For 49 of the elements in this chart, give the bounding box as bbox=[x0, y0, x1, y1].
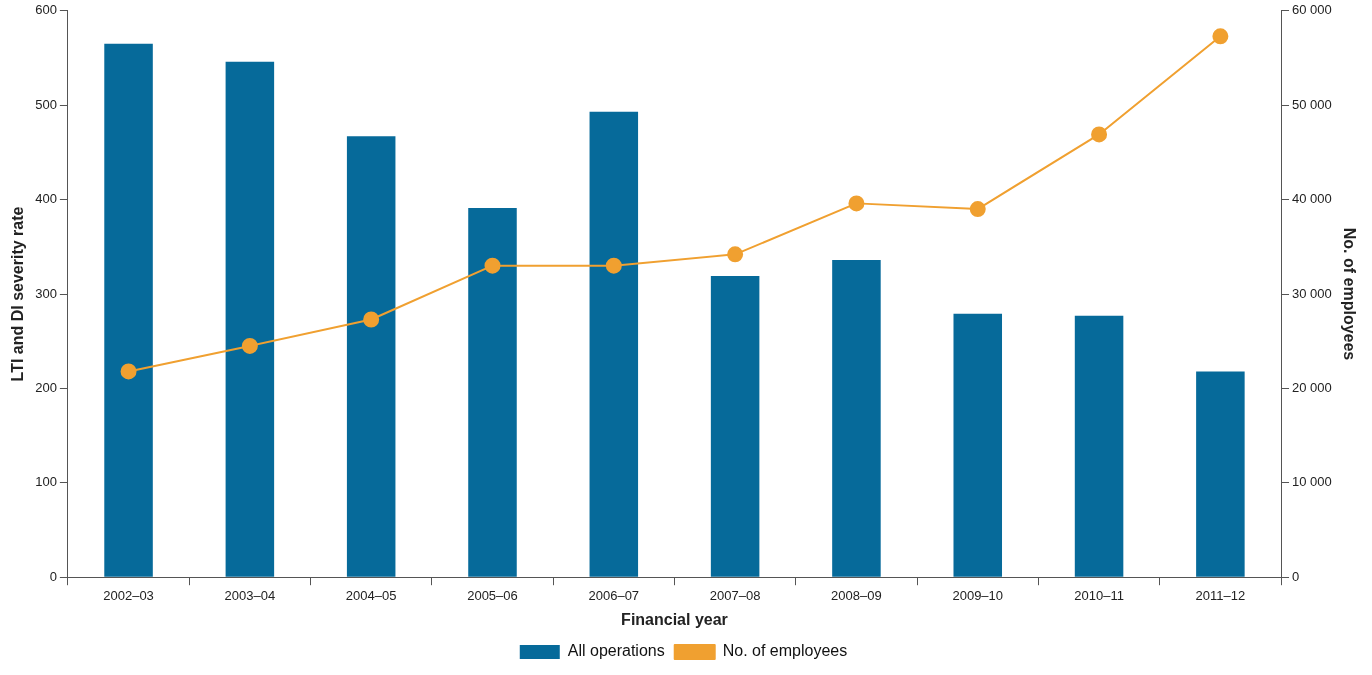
x-tick-label: 2004–05 bbox=[345, 587, 397, 603]
point bbox=[848, 195, 865, 212]
bar bbox=[1196, 371, 1245, 577]
bar bbox=[225, 61, 275, 577]
y-tick-label: 300 bbox=[35, 285, 57, 301]
x-tick-label: 2008–09 bbox=[831, 587, 882, 603]
x-tick-label: 2006–07 bbox=[588, 587, 640, 603]
y-tick-label: 100 bbox=[35, 474, 57, 490]
legend-label: No. of employees bbox=[722, 642, 848, 660]
point bbox=[363, 311, 380, 328]
bar bbox=[832, 260, 881, 577]
y-tick-label: 600 bbox=[35, 2, 57, 18]
y2-tick-label: 30 000 bbox=[1292, 285, 1332, 301]
y-tick-label: 400 bbox=[35, 191, 57, 207]
x-tick-label: 2007–08 bbox=[709, 587, 761, 603]
x-tick-label: 2005–06 bbox=[467, 587, 518, 603]
point bbox=[484, 257, 501, 274]
y-tick-label: 500 bbox=[35, 96, 57, 112]
y-axis-title: LTI and DI severity rate bbox=[9, 206, 27, 382]
y-tick-label: 0 bbox=[49, 568, 57, 584]
y2-tick-label: 50 000 bbox=[1292, 96, 1332, 112]
point bbox=[969, 201, 986, 218]
x-tick-label: 2003–04 bbox=[224, 587, 276, 603]
y2-axis-title: No. of employees bbox=[1340, 227, 1358, 361]
bar bbox=[346, 136, 396, 577]
x-tick-label: 2010–11 bbox=[1074, 587, 1124, 603]
x-tick-label: 2009–10 bbox=[952, 587, 1004, 603]
y2-tick-label: 60 000 bbox=[1292, 2, 1332, 18]
bar bbox=[1074, 315, 1124, 577]
legend-label: All operations bbox=[567, 642, 665, 660]
bar bbox=[589, 111, 639, 577]
y2-tick-label: 20 000 bbox=[1292, 379, 1332, 395]
y2-tick-label: 40 000 bbox=[1292, 191, 1332, 207]
y2-tick-label: 0 bbox=[1292, 568, 1300, 584]
point bbox=[727, 246, 744, 263]
point bbox=[1091, 126, 1108, 143]
bar bbox=[710, 276, 760, 577]
point bbox=[1212, 28, 1229, 45]
y2-tick-label: 10 000 bbox=[1292, 474, 1332, 490]
x-axis-title: Financial year bbox=[621, 610, 728, 628]
point bbox=[605, 257, 622, 274]
bar bbox=[468, 208, 517, 577]
y-tick-label: 200 bbox=[35, 379, 57, 395]
x-tick-label: 2011–12 bbox=[1195, 587, 1246, 603]
point bbox=[120, 363, 137, 380]
bar bbox=[953, 313, 1003, 577]
x-tick-label: 2002–03 bbox=[103, 587, 154, 603]
point bbox=[241, 337, 258, 354]
bar bbox=[104, 43, 153, 577]
